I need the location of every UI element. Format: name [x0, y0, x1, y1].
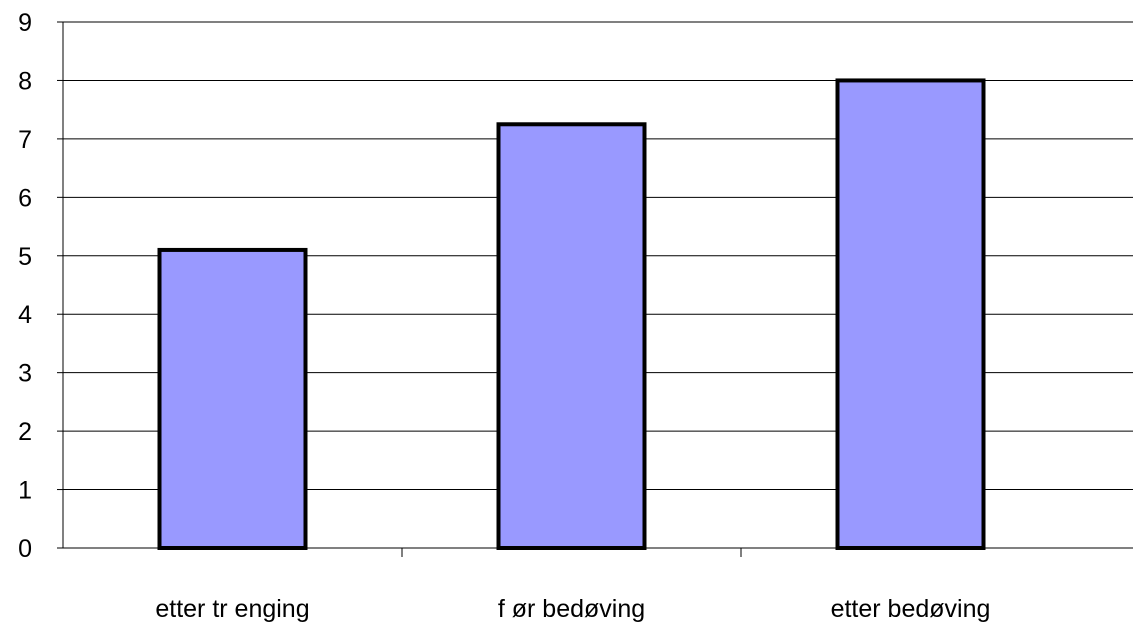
bar-2 — [496, 122, 647, 551]
y-tick-label: 5 — [18, 243, 32, 271]
y-tick-labels: 0 1 2 3 4 5 6 7 8 9 — [18, 9, 32, 563]
y-tick-label: 8 — [18, 67, 32, 95]
bar-3 — [835, 78, 986, 550]
y-tick-label: 1 — [18, 477, 32, 505]
x-category-label: etter tr enging — [155, 595, 309, 623]
bars — [157, 78, 986, 551]
y-tick-label: 3 — [18, 360, 32, 388]
y-tick-label: 9 — [18, 9, 32, 37]
bar-1 — [157, 247, 308, 551]
y-tick-label: 4 — [18, 301, 32, 329]
y-tick-label: 7 — [18, 126, 32, 154]
x-tick-labels: etter tr enging f ør bedøving etter bedøvi… — [155, 595, 990, 623]
x-category-label: f ør bedøving — [498, 595, 645, 623]
y-tick-label: 0 — [18, 535, 32, 563]
y-tick-label: 6 — [18, 184, 32, 212]
x-category-label: etter bedøving — [831, 595, 991, 623]
y-tick-label: 2 — [18, 418, 32, 446]
